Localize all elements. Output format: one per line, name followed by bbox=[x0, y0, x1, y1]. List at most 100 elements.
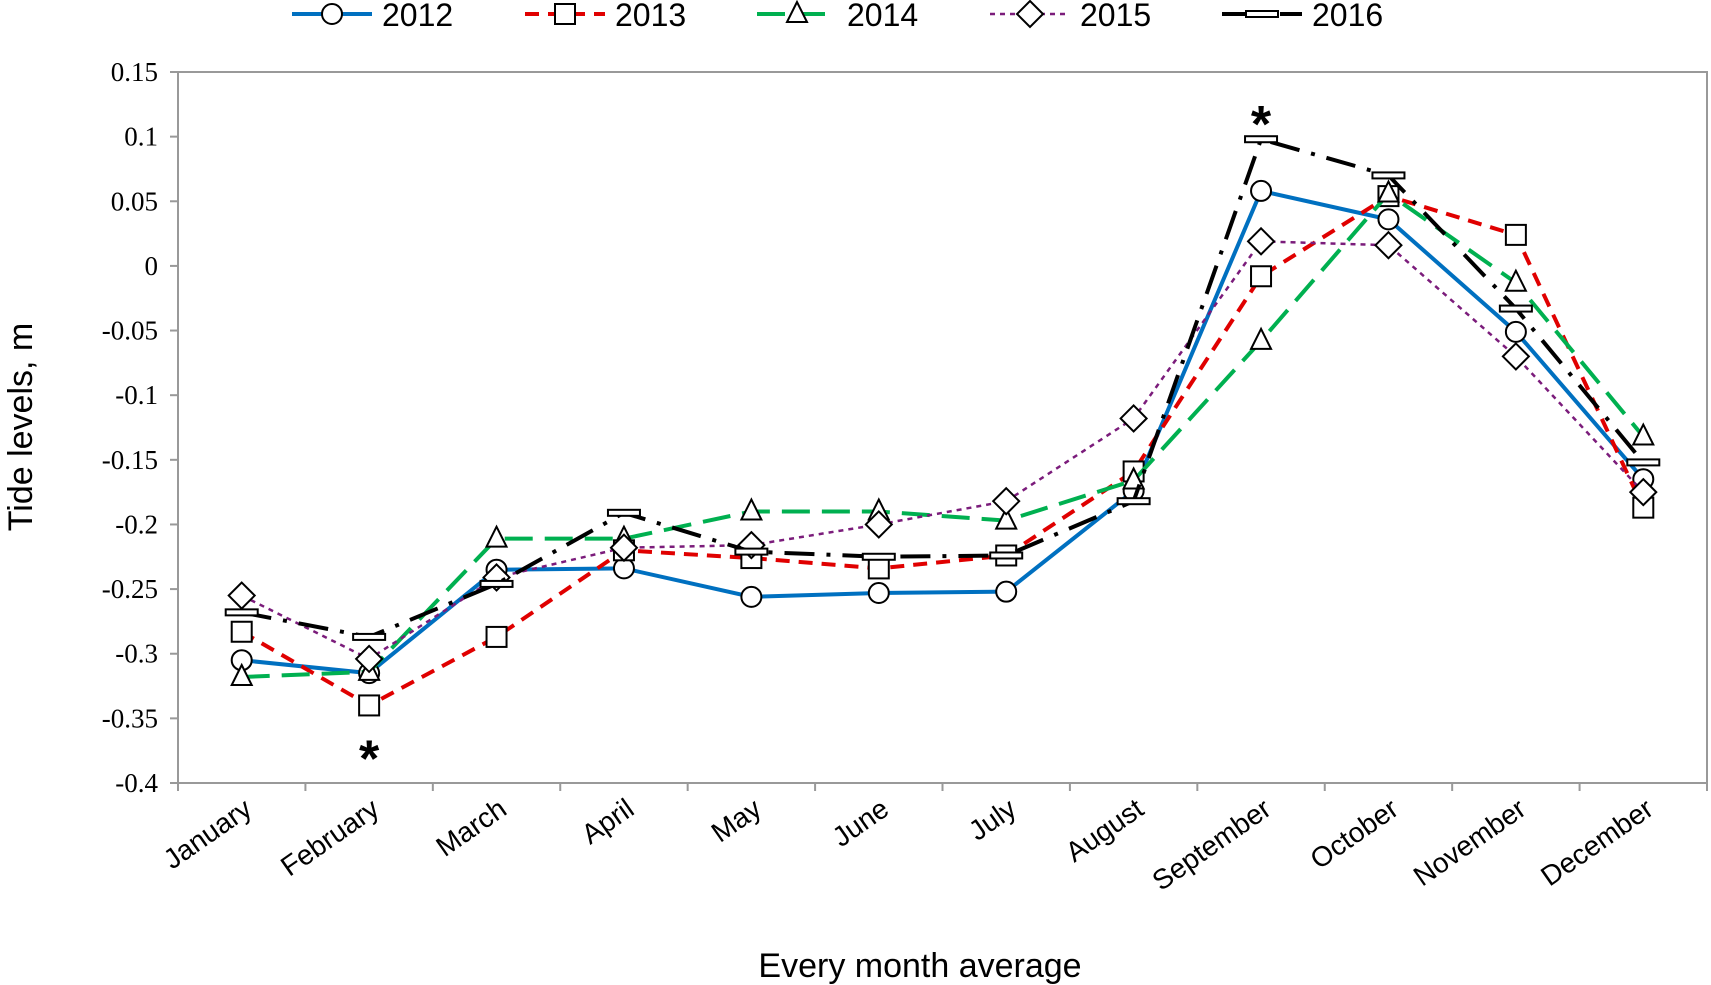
data-point-2016-january bbox=[224, 608, 259, 617]
data-point-2013-january bbox=[230, 620, 253, 643]
plot-area bbox=[177, 71, 1708, 784]
x-tick-label: March bbox=[430, 793, 512, 863]
legend-item-2012: 2012 bbox=[292, 0, 453, 33]
series-line-2015 bbox=[241, 240, 1645, 661]
data-point-2016-april bbox=[606, 508, 641, 517]
y-tick-label: 0.15 bbox=[111, 57, 158, 87]
data-point-2014-october bbox=[1376, 179, 1401, 203]
data-point-2015-february bbox=[354, 644, 384, 674]
data-point-2014-march bbox=[484, 524, 509, 548]
data-point-2014-may bbox=[739, 497, 763, 521]
series-2012 bbox=[230, 179, 1655, 685]
data-point-2012-july bbox=[995, 580, 1018, 603]
data-point-2016-november bbox=[1498, 304, 1533, 313]
data-point-2014-december bbox=[1631, 422, 1655, 446]
legend-marker bbox=[1015, 0, 1045, 29]
series-group bbox=[224, 135, 1661, 717]
x-tick-label: October bbox=[1305, 793, 1404, 876]
data-point-2014-january bbox=[230, 662, 254, 686]
legend-item-2015: 2015 bbox=[990, 0, 1151, 33]
data-point-2013-february bbox=[358, 694, 381, 717]
series-2016 bbox=[224, 135, 1661, 641]
x-tick-label: December bbox=[1535, 793, 1659, 892]
x-tick-label: February bbox=[275, 793, 385, 883]
data-point-2015-december bbox=[1628, 477, 1658, 507]
data-point-2014-august bbox=[1122, 466, 1146, 490]
y-axis-label: Tide levels, m bbox=[2, 323, 40, 531]
series-2014 bbox=[230, 179, 1655, 686]
legend: 2012 2013 2014 2015 2016 bbox=[292, 0, 1383, 33]
data-point-2015-november bbox=[1501, 341, 1531, 371]
data-point-2015-january bbox=[227, 581, 257, 610]
data-point-2016-july bbox=[989, 551, 1024, 560]
data-point-2012-october bbox=[1377, 208, 1400, 231]
x-tick-label: November bbox=[1408, 793, 1532, 892]
data-point-2015-june bbox=[864, 510, 894, 539]
x-tick-label: January bbox=[158, 793, 257, 876]
data-point-2012-may bbox=[740, 585, 763, 608]
data-point-2016-september bbox=[1244, 135, 1279, 144]
legend-label: 2014 bbox=[847, 0, 918, 33]
data-point-2014-july bbox=[994, 506, 1018, 530]
y-tick-label: -0.2 bbox=[115, 509, 158, 539]
data-point-2016-march bbox=[479, 579, 514, 588]
data-point-2013-november bbox=[1504, 223, 1527, 246]
y-tick-label: -0.4 bbox=[115, 768, 158, 798]
annotations: ** bbox=[359, 96, 1272, 789]
legend-marker bbox=[1245, 10, 1279, 18]
legend-item-2014: 2014 bbox=[757, 0, 918, 33]
x-tick-label: June bbox=[827, 793, 895, 853]
data-point-2016-may bbox=[734, 547, 769, 556]
y-tick-label: -0.35 bbox=[102, 703, 158, 733]
x-axis-label: Every month average bbox=[758, 947, 1081, 985]
legend-label: 2016 bbox=[1312, 0, 1383, 33]
y-tick-label: -0.3 bbox=[115, 639, 158, 669]
y-axis: 0.15 0.1 0.05 0 -0.05 -0.1 -0.15 -0.2 -0.25 -0.3 -… bbox=[102, 57, 178, 798]
series-2015 bbox=[227, 226, 1658, 674]
y-tick-label: -0.1 bbox=[115, 380, 158, 410]
x-tick-label: September bbox=[1147, 793, 1277, 897]
data-point-2013-june bbox=[867, 557, 890, 580]
data-point-2014-november bbox=[1504, 268, 1528, 292]
significance-asterisk: * bbox=[359, 731, 380, 789]
x-tick-label: August bbox=[1060, 792, 1149, 868]
x-tick-label: April bbox=[576, 793, 640, 851]
y-tick-label: 0.1 bbox=[124, 122, 158, 152]
data-point-2016-june bbox=[861, 552, 896, 561]
data-point-2015-october bbox=[1374, 230, 1403, 260]
legend-marker bbox=[785, 0, 809, 23]
data-point-2013-march bbox=[485, 625, 508, 648]
x-axis: January February March April May June July Augu… bbox=[158, 783, 1708, 897]
y-tick-label: -0.15 bbox=[102, 445, 158, 475]
data-point-2015-august bbox=[1119, 404, 1149, 433]
legend-item-2016: 2016 bbox=[1222, 0, 1383, 33]
x-tick-label: July bbox=[963, 793, 1022, 847]
legend-marker bbox=[321, 3, 343, 25]
legend-label: 2013 bbox=[615, 0, 686, 33]
data-point-2016-october bbox=[1371, 171, 1406, 180]
data-point-2016-august bbox=[1116, 497, 1151, 506]
y-tick-label: 0.05 bbox=[111, 186, 158, 216]
y-tick-label: -0.05 bbox=[102, 316, 158, 346]
series-line-2012 bbox=[241, 188, 1645, 676]
data-point-2012-september bbox=[1250, 179, 1273, 202]
data-point-2014-september bbox=[1249, 326, 1273, 350]
data-point-2013-september bbox=[1250, 265, 1273, 288]
data-point-2015-july bbox=[991, 486, 1021, 516]
data-point-2012-november bbox=[1504, 320, 1527, 343]
series-line-2014 bbox=[241, 190, 1645, 679]
data-point-2012-june bbox=[867, 581, 890, 604]
series-line-2013 bbox=[240, 193, 1646, 708]
x-tick-label: May bbox=[706, 793, 767, 849]
y-tick-label: -0.25 bbox=[102, 574, 158, 604]
data-point-2016-february bbox=[352, 632, 387, 641]
data-point-2016-december bbox=[1626, 458, 1661, 467]
data-point-2015-april bbox=[609, 533, 639, 563]
y-tick-label: 0 bbox=[145, 251, 159, 281]
legend-label: 2012 bbox=[382, 0, 453, 33]
significance-asterisk: * bbox=[1251, 96, 1272, 154]
series-line-2016 bbox=[241, 136, 1645, 639]
legend-marker bbox=[554, 3, 576, 25]
legend-item-2013: 2013 bbox=[525, 0, 686, 33]
